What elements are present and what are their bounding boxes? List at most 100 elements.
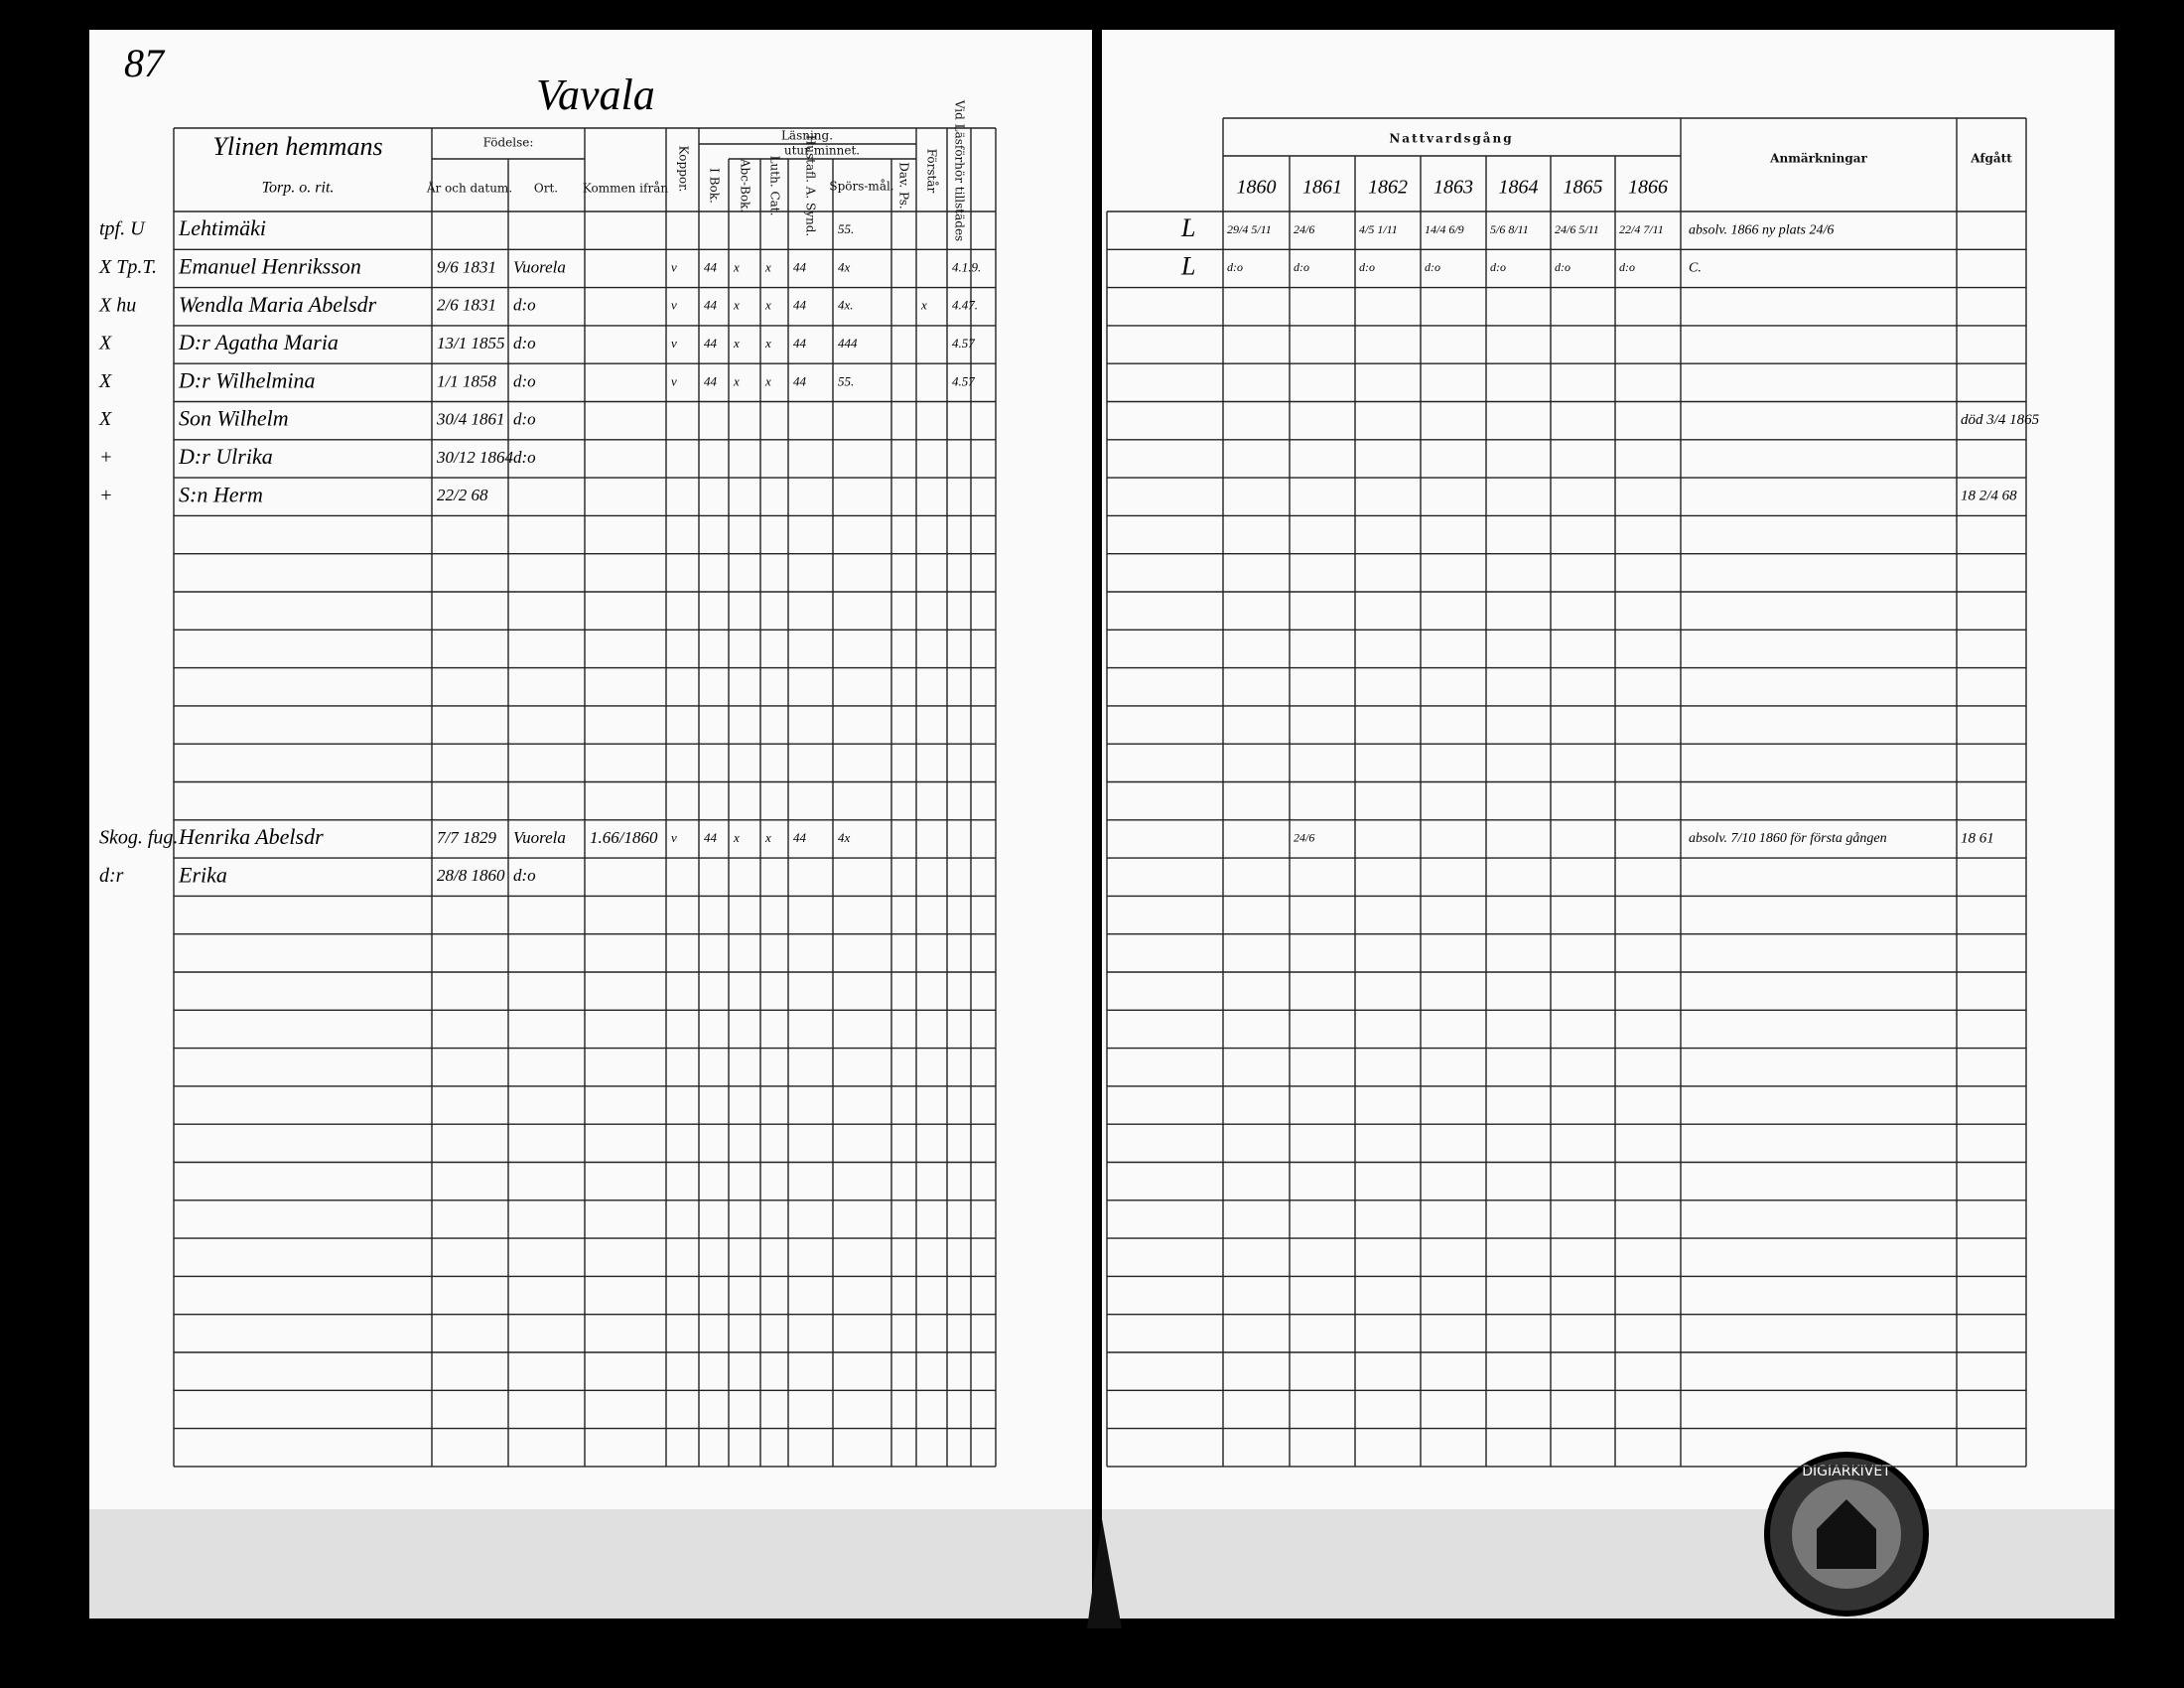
entry-present: 4.47. — [952, 298, 978, 313]
header-label: Torp. o. rit. — [262, 180, 335, 197]
entry-present: 4.1.9. — [952, 259, 981, 274]
entry-place: d:o — [513, 410, 536, 429]
entry-born: 9/6 1831 — [437, 257, 496, 276]
communion-date: 22/4 7/11 — [1619, 222, 1664, 236]
entry-questions: 55. — [838, 373, 854, 388]
communion-date: 24/6 5/11 — [1555, 222, 1599, 236]
header-label: 1865 — [1564, 177, 1603, 199]
communion-date: d:o — [1294, 260, 1309, 274]
entry-name: Lehtimäki — [178, 215, 266, 240]
entry-questions: 55. — [838, 221, 854, 236]
communion-date: 24/6 — [1294, 831, 1314, 845]
header-label: Anmärkningar — [1769, 152, 1867, 166]
entry-vaccine: v — [671, 298, 677, 313]
entry-vaccine: v — [671, 259, 677, 274]
stamp: DIGIARKIVET — [1764, 1452, 1929, 1617]
entry-book: 44 — [704, 830, 718, 845]
remark: absolv. 7/10 1860 för första gången — [1689, 831, 1887, 846]
entry-questions: 4x. — [838, 298, 854, 313]
entry-book: 44 — [704, 373, 718, 388]
header-label: Spörs-mål. — [829, 179, 893, 194]
entry-born: 28/8 1860 — [437, 866, 505, 885]
entry-born: 7/7 1829 — [437, 828, 496, 847]
entry-place: d:o — [513, 334, 536, 352]
entry-abc: x — [733, 336, 740, 351]
communion-date: d:o — [1425, 260, 1440, 274]
right-page — [1102, 30, 2115, 1618]
entry-synod: 44 — [793, 830, 807, 845]
entry-name: D:r Wilhelmina — [178, 367, 316, 392]
communion-date: d:o — [1227, 260, 1243, 274]
communion-date: 24/6 — [1294, 222, 1314, 236]
margin-mark: L — [1180, 213, 1195, 242]
header-label: Ylinen hemmans — [212, 132, 382, 161]
header-label: Abc-Bok. — [739, 158, 752, 212]
entry-catechism: x — [764, 298, 771, 313]
entry-born: 1/1 1858 — [437, 371, 496, 390]
header-label: År och datum. — [426, 181, 512, 196]
entry-questions: 444 — [838, 336, 858, 351]
entry-abc: x — [733, 373, 740, 388]
entry-born: 22/2 68 — [437, 486, 488, 504]
margin-note: X Tp.T. — [98, 256, 157, 278]
margin-note: d:r — [99, 865, 124, 887]
entry-place: Vuorela — [513, 828, 566, 847]
header-label: Ort. — [534, 182, 558, 196]
margin-note: Skog. fug. — [99, 827, 178, 849]
entry-name: Emanuel Henriksson — [178, 253, 361, 278]
remark: absolv. 1866 ny plats 24/6 — [1689, 222, 1834, 237]
entry-vaccine: v — [671, 373, 677, 388]
entry-name: Henrika Abelsdr — [178, 824, 324, 849]
header-label: Vid Läsförhör tillstädes — [953, 99, 967, 241]
entry-came-from: 1.66/1860 — [590, 828, 658, 847]
communion-date: 4/5 1/11 — [1359, 222, 1398, 236]
margin-note: X — [98, 408, 112, 430]
entry-abc: x — [733, 259, 740, 274]
entry-abc: x — [733, 830, 740, 845]
entry-vaccine: v — [671, 336, 677, 351]
left-page — [89, 30, 1092, 1618]
entry-synod: 44 — [793, 259, 807, 274]
header-label: utur minnet. — [784, 144, 860, 158]
departed: 18 61 — [1961, 830, 1994, 846]
entry-questions: 4x — [838, 830, 851, 845]
margin-mark: L — [1180, 251, 1195, 280]
entry-name: D:r Agatha Maria — [178, 330, 339, 354]
entry-name: Erika — [178, 862, 227, 887]
entry-place: d:o — [513, 296, 536, 315]
entry-born: 13/1 1855 — [437, 334, 504, 352]
header-label: Afgått — [1970, 151, 2012, 166]
communion-date: d:o — [1619, 260, 1635, 274]
header-label: Hustafl. A. Synd. — [804, 135, 818, 236]
entry-book: 44 — [704, 336, 718, 351]
entry-name: Son Wilhelm — [179, 406, 289, 431]
header-label: Kommen ifrån — [583, 181, 668, 196]
entry-synod: 44 — [793, 298, 807, 313]
communion-date: d:o — [1555, 260, 1570, 274]
entry-name: D:r Ulrika — [178, 444, 273, 469]
stamp-text: DIGIARKIVET — [1802, 1464, 1891, 1479]
margin-note: tpf. U — [99, 218, 146, 240]
header-label: 1864 — [1499, 177, 1539, 199]
page-number: 87 — [124, 41, 166, 85]
communion-date: 5/6 8/11 — [1490, 222, 1529, 236]
entry-synod: 44 — [793, 336, 807, 351]
margin-note: + — [99, 447, 113, 469]
entry-present: 4.57 — [952, 336, 975, 351]
header-label: Koppor. — [677, 146, 691, 193]
entry-book: 44 — [704, 259, 718, 274]
header-label: 1863 — [1433, 177, 1473, 199]
header-label: Dav. Ps. — [897, 162, 911, 209]
header-label: 1862 — [1368, 177, 1408, 199]
entry-place: d:o — [513, 866, 536, 885]
entry-place: Vuorela — [513, 257, 566, 276]
entry-place: d:o — [513, 448, 536, 467]
entry-understanding: x — [920, 298, 927, 313]
communion-date: d:o — [1490, 260, 1506, 274]
entry-born: 2/6 1831 — [437, 296, 496, 315]
entry-questions: 4x — [838, 259, 851, 274]
entry-catechism: x — [764, 259, 771, 274]
entry-catechism: x — [764, 830, 771, 845]
header-label: Läsning. — [781, 129, 833, 143]
